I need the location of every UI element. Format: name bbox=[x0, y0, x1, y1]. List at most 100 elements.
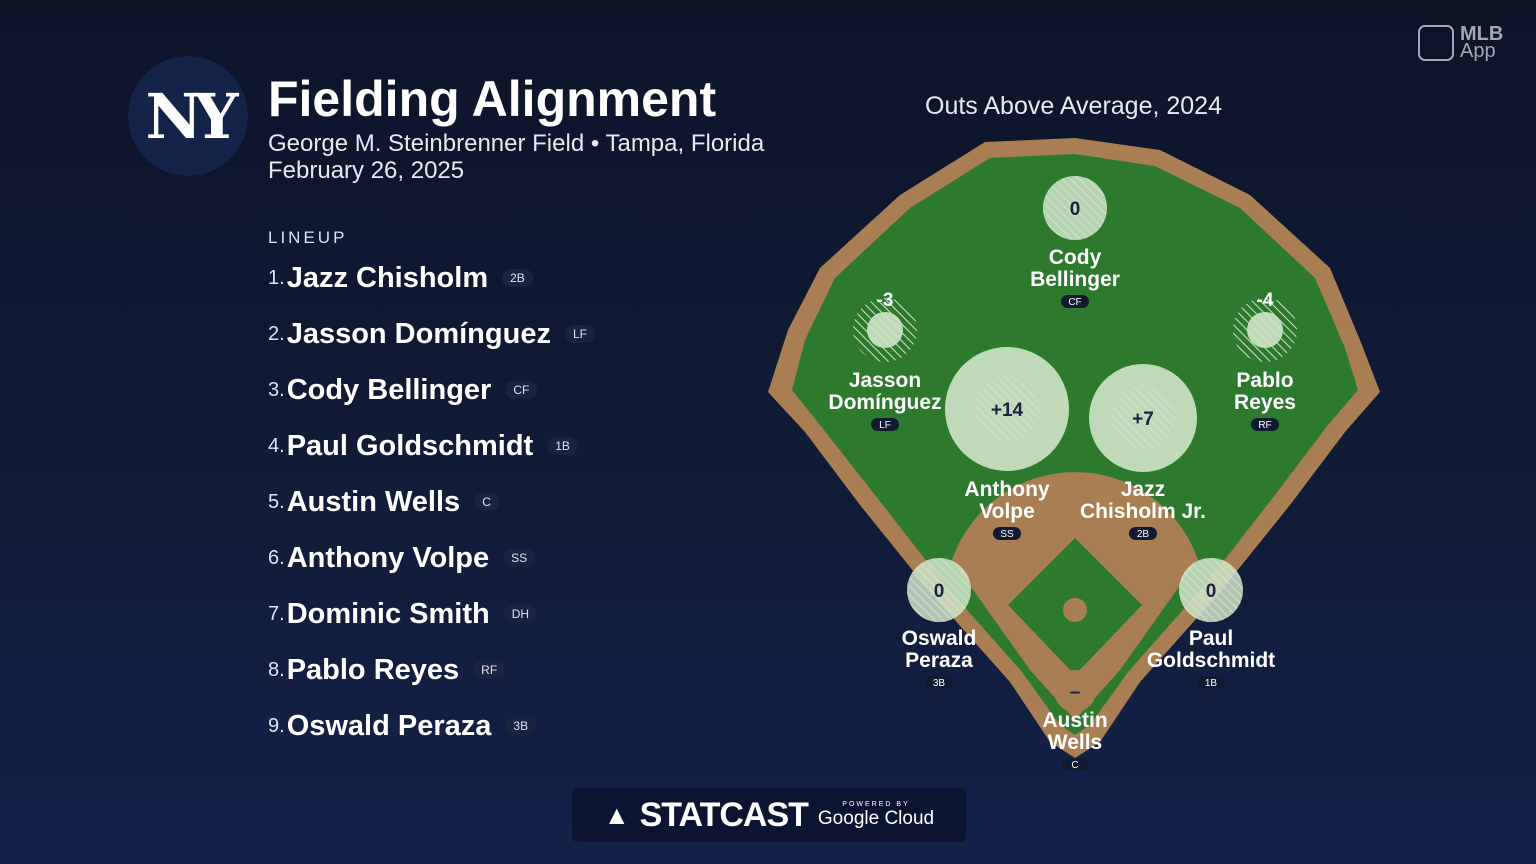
position-badge: 1B bbox=[547, 437, 578, 455]
app-line1: MLB bbox=[1460, 23, 1504, 45]
oaa-hatch bbox=[1179, 558, 1243, 622]
position-badge: 1B bbox=[1205, 678, 1218, 689]
lineup-row: 2. Jasson Domínguez LF bbox=[268, 317, 595, 351]
position-badge-bg bbox=[925, 676, 953, 689]
player-name: Oswald Peraza bbox=[286, 709, 492, 742]
player-name: Austin Wells bbox=[286, 485, 461, 518]
lineup-row: 8. Pablo Reyes RF bbox=[268, 653, 506, 687]
batter-icon: ▲ bbox=[603, 799, 630, 830]
lineup-row: 7. Dominic Smith DH bbox=[268, 597, 538, 631]
lineup-heading: LINEUP bbox=[268, 228, 348, 247]
oaa-hatch bbox=[1111, 386, 1175, 450]
oaa-hatch bbox=[1043, 176, 1107, 240]
oaa-value: -4 bbox=[1257, 290, 1274, 311]
position-badge: SS bbox=[503, 549, 536, 567]
player-last-name: Chisholm Jr. bbox=[1080, 500, 1206, 523]
position-badge: C bbox=[474, 493, 499, 511]
lineup-row: 4. Paul Goldschmidt 1B bbox=[268, 429, 578, 463]
oaa-hatch bbox=[975, 377, 1039, 441]
player-last-name: Goldschmidt bbox=[1147, 649, 1275, 672]
position-badge: LF bbox=[564, 325, 595, 343]
powered-by: POWERED BY bbox=[842, 800, 910, 808]
batting-order: 9. bbox=[268, 714, 285, 737]
position-badge-bg bbox=[1061, 295, 1089, 308]
player-first-name: Pablo bbox=[1236, 369, 1293, 392]
lineup-row: 5. Austin Wells C bbox=[268, 485, 499, 519]
oaa-value: +14 bbox=[991, 400, 1024, 421]
player-name: Pablo Reyes bbox=[286, 653, 460, 686]
oaa-value: 0 bbox=[934, 581, 945, 602]
position-badge: 3B bbox=[933, 678, 946, 689]
position-badge: SS bbox=[1000, 529, 1014, 540]
position-badge: CF bbox=[1068, 297, 1081, 308]
position-badge: 2B bbox=[1137, 529, 1150, 540]
player-last-name: Bellinger bbox=[1030, 268, 1120, 291]
player-first-name: Paul bbox=[1189, 627, 1233, 650]
oaa-bubble bbox=[867, 312, 903, 348]
player-last-name: Peraza bbox=[905, 649, 973, 672]
batting-order: 5. bbox=[268, 490, 285, 513]
game-date: February 26, 2025 bbox=[268, 157, 465, 184]
oaa-value: +7 bbox=[1132, 409, 1154, 430]
batting-order: 1. bbox=[268, 266, 285, 289]
player-name: Paul Goldschmidt bbox=[286, 429, 534, 462]
mlb-app-logo: MLB App bbox=[1418, 23, 1504, 62]
player-first-name: Jazz bbox=[1121, 478, 1165, 501]
statcast-logo: ▲ STATCAST POWERED BY Google Cloud bbox=[572, 788, 966, 842]
oaa-value: – bbox=[1070, 682, 1081, 703]
player-last-name: Domínguez bbox=[828, 391, 941, 414]
position-badge-bg bbox=[1197, 676, 1225, 689]
position-badge-bg bbox=[993, 527, 1021, 540]
field-title: Outs Above Average, 2024 bbox=[925, 92, 1222, 120]
position-badge-bg bbox=[1061, 758, 1089, 771]
player-name: Cody Bellinger bbox=[286, 373, 492, 406]
player-last-name: Volpe bbox=[979, 500, 1035, 523]
batting-order: 3. bbox=[268, 378, 285, 401]
player-name: Anthony Volpe bbox=[286, 541, 490, 574]
player-name: Jasson Domínguez bbox=[286, 317, 551, 350]
position-badge-bg bbox=[871, 418, 899, 431]
outfield-grass bbox=[792, 154, 1358, 735]
statcast-wordmark: STATCAST bbox=[639, 795, 809, 834]
app-line2: App bbox=[1460, 40, 1496, 62]
player-first-name: Jasson bbox=[849, 369, 921, 392]
position-badge: C bbox=[1071, 760, 1078, 771]
position-badge: RF bbox=[1258, 420, 1271, 431]
batting-order: 4. bbox=[268, 434, 285, 457]
lineup-row: 9. Oswald Peraza 3B bbox=[268, 709, 537, 743]
oaa-bubble bbox=[1247, 312, 1283, 348]
batting-order: 6. bbox=[268, 546, 285, 569]
player-last-name: Reyes bbox=[1234, 391, 1296, 414]
google-cloud: Google Cloud bbox=[817, 807, 935, 829]
player-first-name: Cody bbox=[1049, 246, 1102, 269]
position-badge: LF bbox=[879, 420, 891, 431]
page-title: Fielding Alignment bbox=[268, 71, 717, 127]
batting-order: 2. bbox=[268, 322, 285, 345]
oaa-value: 0 bbox=[1206, 581, 1217, 602]
position-badge: DH bbox=[503, 605, 538, 623]
lineup-row: 1. Jazz Chisholm 2B bbox=[268, 261, 533, 295]
player-first-name: Anthony bbox=[964, 478, 1049, 501]
oaa-hatch bbox=[907, 558, 971, 622]
venue: George M. Steinbrenner Field • Tampa, Fl… bbox=[268, 130, 765, 157]
position-badge: 3B bbox=[505, 717, 537, 735]
position-badge-bg bbox=[1129, 527, 1157, 540]
home-plate-area bbox=[1054, 670, 1096, 712]
position-badge: RF bbox=[473, 661, 506, 679]
pitchers-mound bbox=[1063, 598, 1087, 622]
yankees-logo: NY bbox=[128, 56, 248, 176]
position-badge: 2B bbox=[502, 269, 533, 287]
mlb-logo-icon bbox=[1418, 25, 1454, 61]
player-last-name: Wells bbox=[1048, 731, 1102, 754]
oaa-value: -3 bbox=[877, 290, 894, 311]
position-badge: CF bbox=[505, 381, 538, 399]
